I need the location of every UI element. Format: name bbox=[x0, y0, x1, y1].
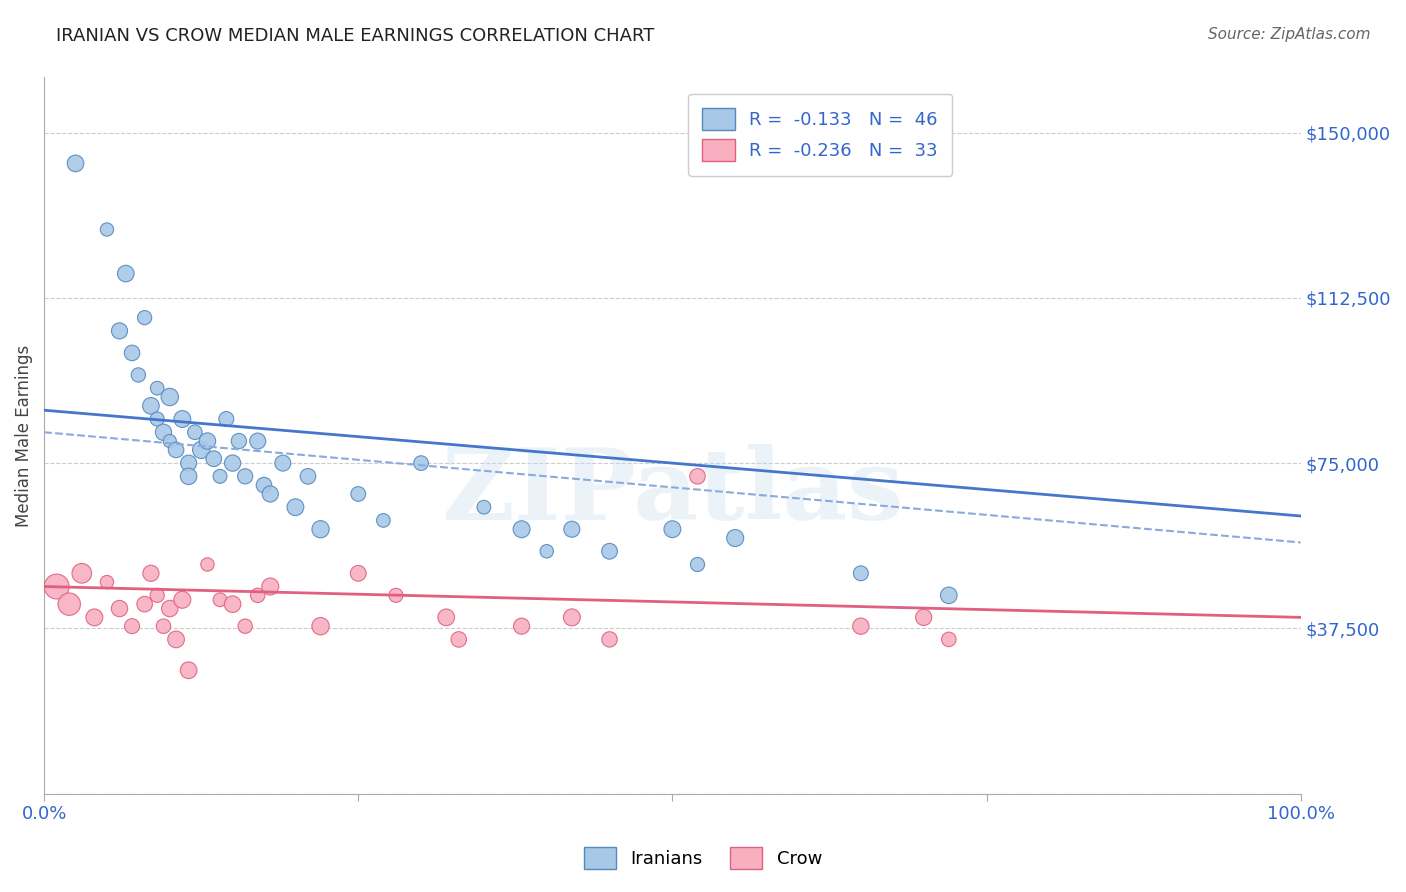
Point bbox=[233, 619, 256, 633]
Point bbox=[177, 469, 200, 483]
Point bbox=[172, 592, 194, 607]
Point bbox=[309, 619, 332, 633]
Point bbox=[45, 580, 67, 594]
Point bbox=[347, 487, 370, 501]
Y-axis label: Median Male Earnings: Median Male Earnings bbox=[15, 344, 32, 526]
Point bbox=[246, 588, 269, 602]
Point bbox=[510, 522, 533, 536]
Point bbox=[146, 588, 169, 602]
Point bbox=[686, 469, 709, 483]
Point bbox=[849, 566, 872, 581]
Point bbox=[197, 558, 219, 572]
Legend: Iranians, Crow: Iranians, Crow bbox=[575, 838, 831, 879]
Point bbox=[159, 601, 181, 615]
Point bbox=[536, 544, 558, 558]
Point bbox=[561, 522, 583, 536]
Point bbox=[938, 588, 960, 602]
Point bbox=[253, 478, 276, 492]
Point bbox=[202, 451, 225, 466]
Point bbox=[177, 663, 200, 677]
Point bbox=[108, 601, 131, 615]
Point bbox=[108, 324, 131, 338]
Point bbox=[228, 434, 250, 448]
Point bbox=[510, 619, 533, 633]
Point bbox=[309, 522, 332, 536]
Point bbox=[159, 434, 181, 448]
Point bbox=[447, 632, 470, 647]
Point bbox=[938, 632, 960, 647]
Point bbox=[96, 575, 118, 590]
Point bbox=[127, 368, 149, 382]
Point bbox=[215, 412, 238, 426]
Point bbox=[165, 632, 187, 647]
Point bbox=[134, 597, 156, 611]
Point bbox=[83, 610, 105, 624]
Point bbox=[472, 500, 495, 515]
Point bbox=[373, 513, 395, 527]
Point bbox=[96, 222, 118, 236]
Point bbox=[177, 456, 200, 470]
Point bbox=[221, 597, 243, 611]
Point bbox=[184, 425, 207, 440]
Point bbox=[561, 610, 583, 624]
Point bbox=[259, 580, 281, 594]
Point bbox=[221, 456, 243, 470]
Point bbox=[65, 156, 87, 170]
Point bbox=[271, 456, 294, 470]
Point bbox=[246, 434, 269, 448]
Point bbox=[190, 442, 212, 457]
Point bbox=[686, 558, 709, 572]
Point bbox=[409, 456, 432, 470]
Point bbox=[297, 469, 319, 483]
Point bbox=[139, 399, 162, 413]
Point bbox=[661, 522, 683, 536]
Point bbox=[849, 619, 872, 633]
Point bbox=[385, 588, 408, 602]
Point bbox=[139, 566, 162, 581]
Point bbox=[197, 434, 219, 448]
Text: IRANIAN VS CROW MEDIAN MALE EARNINGS CORRELATION CHART: IRANIAN VS CROW MEDIAN MALE EARNINGS COR… bbox=[56, 27, 655, 45]
Point bbox=[172, 412, 194, 426]
Point bbox=[912, 610, 935, 624]
Point bbox=[152, 619, 174, 633]
Point bbox=[599, 632, 621, 647]
Point bbox=[146, 412, 169, 426]
Point bbox=[434, 610, 457, 624]
Point bbox=[121, 346, 143, 360]
Point bbox=[114, 267, 136, 281]
Point bbox=[208, 469, 231, 483]
Point bbox=[233, 469, 256, 483]
Point bbox=[70, 566, 93, 581]
Text: Source: ZipAtlas.com: Source: ZipAtlas.com bbox=[1208, 27, 1371, 42]
Point bbox=[599, 544, 621, 558]
Point bbox=[284, 500, 307, 515]
Text: ZIPatlas: ZIPatlas bbox=[441, 444, 904, 541]
Legend: R =  -0.133   N =  46, R =  -0.236   N =  33: R = -0.133 N = 46, R = -0.236 N = 33 bbox=[688, 94, 952, 176]
Point bbox=[152, 425, 174, 440]
Point bbox=[121, 619, 143, 633]
Point bbox=[347, 566, 370, 581]
Point bbox=[134, 310, 156, 325]
Point bbox=[724, 531, 747, 545]
Point bbox=[159, 390, 181, 404]
Point bbox=[259, 487, 281, 501]
Point bbox=[58, 597, 80, 611]
Point bbox=[146, 381, 169, 395]
Point bbox=[165, 442, 187, 457]
Point bbox=[208, 592, 231, 607]
